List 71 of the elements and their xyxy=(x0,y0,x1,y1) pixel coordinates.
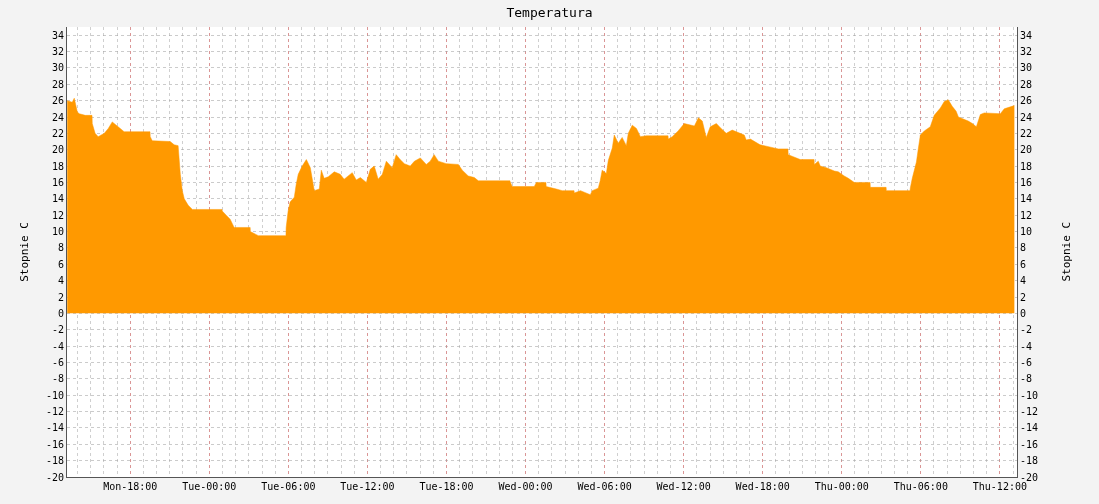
y2-tick-label: 26 xyxy=(1020,95,1033,107)
y2-tick-label: -6 xyxy=(1020,356,1033,368)
y2-tick-label: 14 xyxy=(1020,193,1033,205)
y-tick-label: -18 xyxy=(45,455,64,467)
y-tick-label: -20 xyxy=(45,471,64,483)
y2-tick-label: 6 xyxy=(1020,258,1027,270)
y2-tick-label: -20 xyxy=(1020,471,1039,483)
x-tick-label: Wed-00:00 xyxy=(498,481,553,492)
x-tick-label: Tue-00:00 xyxy=(182,481,237,492)
y-tick-label: 4 xyxy=(57,275,64,287)
y2-tick-label: -16 xyxy=(1020,438,1039,450)
y2-tick-label: 22 xyxy=(1020,127,1033,139)
x-tick-label: Wed-12:00 xyxy=(656,481,711,492)
y2-tick-label: -10 xyxy=(1020,389,1039,401)
y-tick-label: 34 xyxy=(51,29,64,41)
y2-tick-label: 0 xyxy=(1020,307,1027,319)
y-tick-label: 8 xyxy=(57,242,64,254)
y2-tick-label: 34 xyxy=(1020,29,1033,41)
chart-title: Temperatura xyxy=(506,4,593,20)
y2-tick-label: 28 xyxy=(1020,78,1033,90)
y-tick-label: 32 xyxy=(51,46,64,58)
y2-axis-title: Stopnie C xyxy=(1059,221,1073,282)
y-tick-label: 12 xyxy=(51,209,64,221)
y2-tick-label: -4 xyxy=(1020,340,1033,352)
y-tick-label: -14 xyxy=(45,422,64,434)
y2-tick-label: 32 xyxy=(1020,46,1033,58)
y2-tick-label: 20 xyxy=(1020,144,1033,156)
y-tick-label: 0 xyxy=(57,307,64,319)
y-tick-label: -10 xyxy=(45,389,64,401)
x-tick-label: Tue-06:00 xyxy=(261,481,316,492)
x-tick-label: Tue-18:00 xyxy=(419,481,474,492)
x-tick-label: Thu-00:00 xyxy=(814,481,869,492)
y2-tick-label: -2 xyxy=(1020,324,1033,336)
y-tick-label: 28 xyxy=(51,78,64,90)
x-tick-label: Mon-18:00 xyxy=(103,481,158,492)
y2-tick-label: 18 xyxy=(1020,160,1033,172)
y-tick-label: -4 xyxy=(51,340,64,352)
y-tick-label: -2 xyxy=(51,324,64,336)
y-tick-label: 6 xyxy=(57,258,64,270)
y-tick-label: -6 xyxy=(51,356,64,368)
y-tick-label: -16 xyxy=(45,438,64,450)
y-tick-label: -12 xyxy=(45,406,64,418)
y-axis-title: Stopnie C xyxy=(17,222,31,282)
y-tick-label: 22 xyxy=(51,127,64,139)
y-tick-label: 24 xyxy=(51,111,64,123)
y2-tick-label: -18 xyxy=(1020,455,1039,467)
y2-tick-label: 10 xyxy=(1020,226,1033,238)
y2-tick-label: 2 xyxy=(1020,291,1027,303)
y-tick-label: 2 xyxy=(57,291,64,303)
y2-tick-label: 30 xyxy=(1020,62,1033,74)
y-tick-label: 10 xyxy=(51,226,64,238)
y-tick-label: 16 xyxy=(51,176,64,188)
y2-tick-label: 4 xyxy=(1020,275,1027,287)
x-tick-label: Tue-12:00 xyxy=(340,481,395,492)
y-tick-label: 20 xyxy=(51,144,64,156)
x-tick-label: Wed-18:00 xyxy=(735,481,790,492)
y-tick-label: 30 xyxy=(51,62,64,74)
y2-tick-label: 12 xyxy=(1020,209,1033,221)
y2-tick-label: -12 xyxy=(1020,406,1039,418)
y2-tick-label: 8 xyxy=(1020,242,1027,254)
y2-tick-label: 16 xyxy=(1020,176,1033,188)
x-tick-label: Thu-12:00 xyxy=(972,481,1027,492)
y2-tick-label: -8 xyxy=(1020,373,1033,385)
y-tick-label: 18 xyxy=(51,160,64,172)
y2-tick-label: -14 xyxy=(1020,422,1039,434)
x-tick-label: Thu-06:00 xyxy=(893,481,948,492)
y-tick-label: 26 xyxy=(51,95,64,107)
y-tick-label: 14 xyxy=(51,193,64,205)
y2-tick-label: 24 xyxy=(1020,111,1033,123)
y-tick-label: -8 xyxy=(51,373,64,385)
x-tick-label: Wed-06:00 xyxy=(577,481,632,492)
